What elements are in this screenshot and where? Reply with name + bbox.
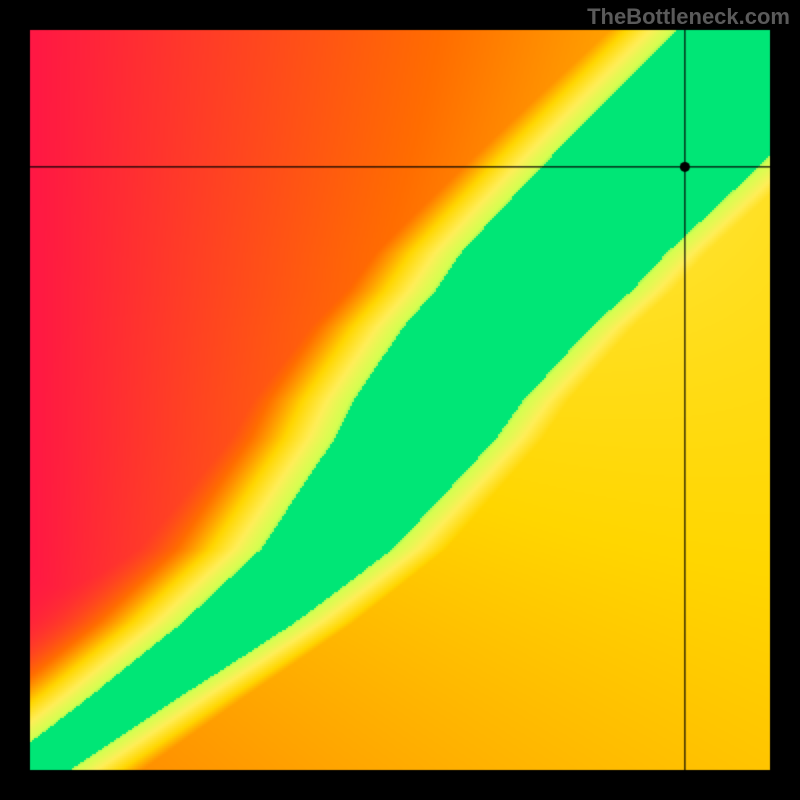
- chart-container: TheBottleneck.com: [0, 0, 800, 800]
- heatmap-canvas: [0, 0, 800, 800]
- watermark-text: TheBottleneck.com: [587, 4, 790, 30]
